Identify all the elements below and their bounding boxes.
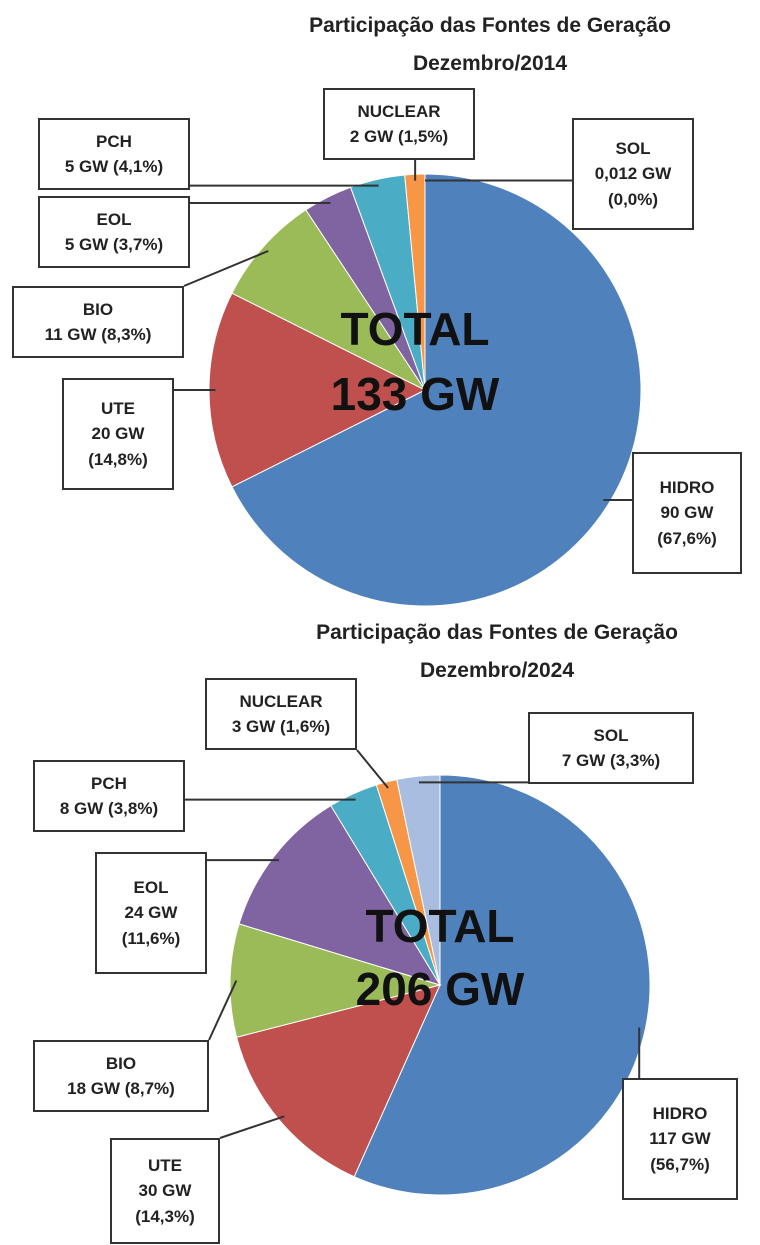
- label-category: HIDRO: [659, 477, 715, 497]
- pie-slice: [231, 209, 427, 392]
- chart-title: Participação das Fontes de Geração: [316, 621, 678, 644]
- label-category: UTE: [101, 398, 135, 418]
- label-value: 8 GW (3,8%): [59, 799, 159, 818]
- label-value: 117 GW (56,7%): [649, 1129, 711, 1174]
- label-category: SOL: [615, 138, 651, 158]
- leader-line: [183, 250, 269, 287]
- label-value: 11 GW (8,3%): [44, 325, 152, 344]
- data-label: PCH 8 GW (3,8%): [33, 760, 185, 832]
- label-value: 2 GW (1,5%): [349, 127, 449, 146]
- label-value: 3 GW (1,6%): [231, 717, 331, 736]
- label-category: SOL: [593, 725, 629, 745]
- label-value: 0,012 GW (0,0%): [594, 164, 672, 209]
- leader-line: [219, 1115, 285, 1139]
- label-value: 20 GW (14,8%): [88, 424, 148, 469]
- label-value: 5 GW (3,7%): [64, 235, 164, 254]
- label-category: HIDRO: [652, 1103, 708, 1123]
- data-label: NUCLEAR 2 GW (1,5%): [323, 88, 475, 160]
- pie-slice: [353, 774, 651, 1196]
- data-label: UTE 30 GW (14,3%): [110, 1138, 220, 1244]
- label-value: 5 GW (4,1%): [64, 157, 164, 176]
- data-label: SOL 7 GW (3,3%): [528, 712, 694, 784]
- label-value: 24 GW (11,6%): [121, 903, 181, 948]
- label-value: 90 GW (67,6%): [657, 503, 717, 548]
- chart-subtitle: Dezembro/2014: [413, 52, 567, 75]
- center-label: 206 GW: [356, 963, 525, 1015]
- label-category: EOL: [96, 209, 132, 229]
- pie-slice: [231, 173, 642, 607]
- pie-slice: [229, 923, 442, 1038]
- data-label: NUCLEAR 3 GW (1,6%): [205, 678, 357, 750]
- label-category: PCH: [96, 131, 132, 151]
- label-value: 18 GW (8,7%): [67, 1079, 175, 1098]
- pie-slice: [235, 984, 441, 1178]
- data-label: HIDRO 90 GW (67,6%): [632, 452, 742, 574]
- label-category: BIO: [105, 1053, 137, 1073]
- data-label: BIO 18 GW (8,7%): [33, 1040, 209, 1112]
- chart-subtitle: Dezembro/2024: [420, 659, 574, 682]
- label-value: 30 GW (14,3%): [135, 1181, 195, 1226]
- label-category: NUCLEAR: [239, 691, 323, 711]
- data-label: HIDRO 117 GW (56,7%): [622, 1078, 738, 1200]
- center-label: TOTAL: [340, 303, 489, 355]
- label-value: 7 GW (3,3%): [561, 751, 661, 770]
- label-category: UTE: [148, 1155, 182, 1175]
- data-label: SOL 0,012 GW (0,0%): [572, 118, 694, 230]
- leader-line: [356, 749, 389, 789]
- pie-slice: [238, 804, 442, 986]
- data-label: EOL 5 GW (3,7%): [38, 196, 190, 268]
- data-label: UTE 20 GW (14,8%): [62, 378, 174, 490]
- data-label: EOL 24 GW (11,6%): [95, 852, 207, 974]
- label-category: PCH: [91, 773, 127, 793]
- leader-line: [208, 980, 238, 1041]
- center-label: TOTAL: [365, 900, 514, 952]
- data-label: BIO 11 GW (8,3%): [12, 286, 184, 358]
- data-label: PCH 5 GW (4,1%): [38, 118, 190, 190]
- chart-title: Participação das Fontes de Geração: [309, 14, 671, 37]
- label-category: NUCLEAR: [357, 101, 441, 121]
- pie-slice: [396, 774, 441, 986]
- center-label: 133 GW: [331, 368, 500, 420]
- label-category: EOL: [133, 877, 169, 897]
- label-category: BIO: [82, 299, 114, 319]
